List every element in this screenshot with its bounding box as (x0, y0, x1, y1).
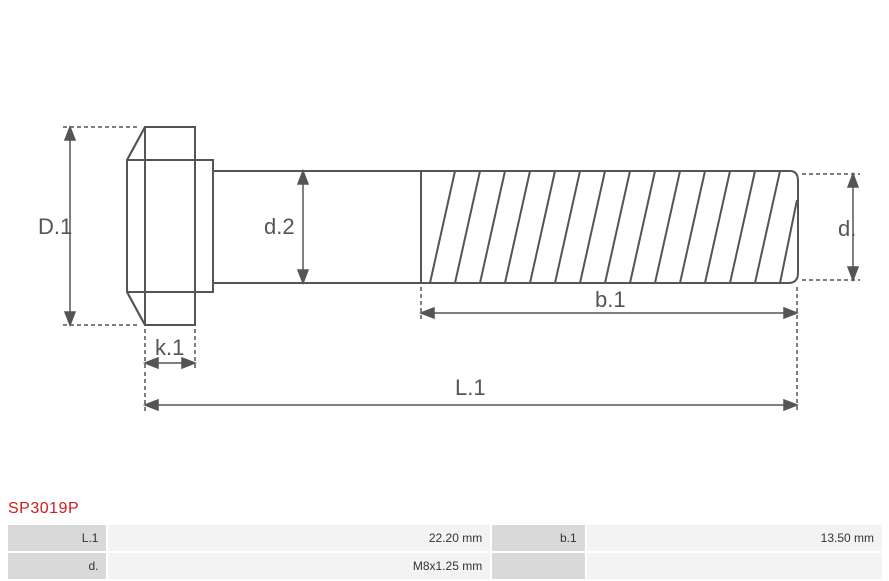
spec-table: L.1 22.20 mm b.1 13.50 mm d. M8x1.25 mm (6, 523, 884, 581)
table-row: L.1 22.20 mm b.1 13.50 mm (8, 525, 882, 551)
table-row: d. M8x1.25 mm (8, 553, 882, 579)
label-D1: D.1 (38, 214, 72, 239)
bolt-diagram: D.1 d.2 k.1 b.1 L. (0, 0, 889, 500)
spec-label (492, 553, 584, 579)
label-L1: L.1 (455, 375, 486, 400)
spec-label: d. (8, 553, 106, 579)
spec-value: 13.50 mm (587, 525, 882, 551)
label-d2: d.2 (264, 214, 295, 239)
part-id: SP3019P (8, 500, 79, 518)
label-k1: k.1 (155, 335, 184, 360)
spec-value: 22.20 mm (108, 525, 490, 551)
spec-label: L.1 (8, 525, 106, 551)
spec-value (587, 553, 882, 579)
label-d: d. (838, 216, 856, 241)
label-b1: b.1 (595, 287, 626, 312)
bolt-svg: D.1 d.2 k.1 b.1 L. (0, 0, 889, 500)
spec-value: M8x1.25 mm (108, 553, 490, 579)
spec-label: b.1 (492, 525, 584, 551)
